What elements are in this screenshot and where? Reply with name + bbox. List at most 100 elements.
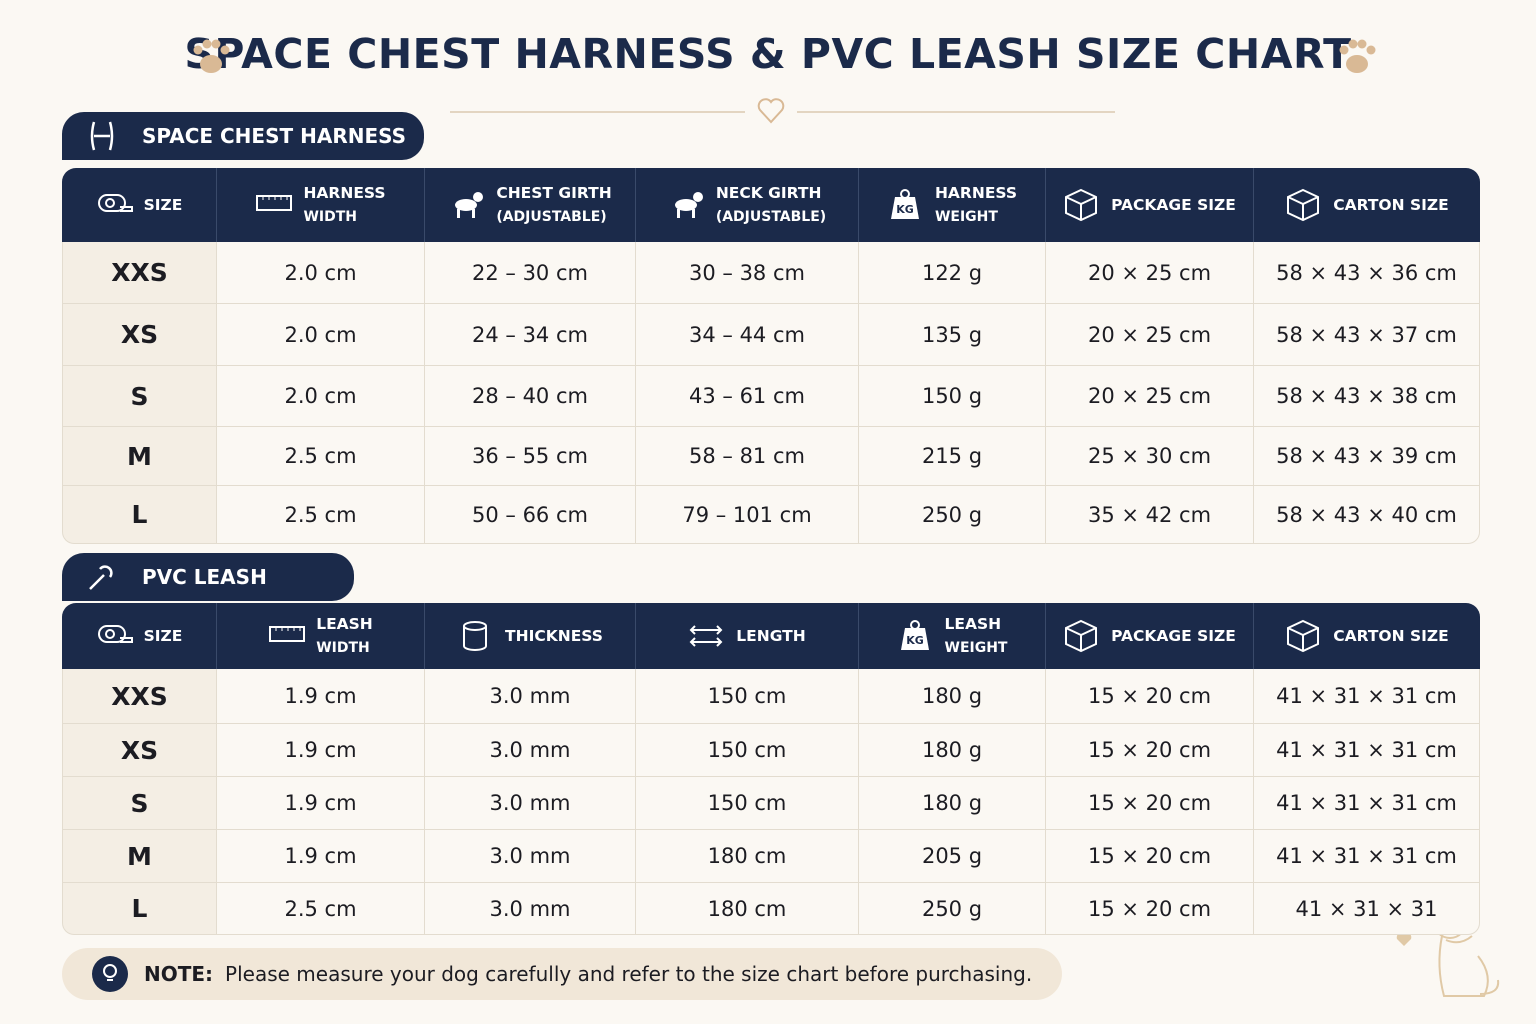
data-cell: 20 × 25 cm [1046, 242, 1254, 304]
data-cell: 58 × 43 × 37 cm [1254, 304, 1480, 366]
data-cell: 1.9 cm [217, 777, 425, 830]
data-cell: 15 × 20 cm [1046, 777, 1254, 830]
column-header: HARNESS WIDTH [217, 168, 425, 242]
icon [1065, 619, 1098, 653]
header-text: SIZE [144, 193, 183, 217]
header-line: SIZE [143, 196, 183, 214]
data-cell: 15 × 20 cm [1046, 669, 1254, 724]
data-cell: 50 – 66 cm [425, 486, 636, 544]
icon [463, 621, 488, 651]
data-cell: 1.9 cm [217, 724, 425, 777]
icon [90, 121, 114, 151]
note-label: NOTE: [144, 962, 214, 986]
header-line: (ADJUSTABLE) [496, 209, 607, 225]
header-line: HARNESS [303, 184, 386, 202]
header-line: LEASH [316, 615, 373, 633]
header-text: HARNESS WEIGHT [935, 181, 1017, 229]
section-tab: SPACE CHEST HARNESS [62, 112, 424, 160]
data-cell: 79 – 101 cm [636, 486, 859, 544]
header-line: PACKAGE SIZE [1111, 196, 1236, 214]
data-cell: 2.0 cm [217, 366, 425, 427]
data-cell: 2.5 cm [217, 427, 425, 486]
size-cell: L [62, 486, 217, 544]
data-cell: 25 × 30 cm [1046, 427, 1254, 486]
column-header: CHEST GIRTH (ADJUSTABLE) [425, 168, 636, 242]
icon [97, 194, 133, 212]
icon [1065, 188, 1098, 222]
data-cell: 250 g [859, 486, 1046, 544]
icon [97, 625, 133, 643]
header-line: (ADJUSTABLE) [715, 209, 827, 225]
data-cell: 30 – 38 cm [636, 242, 859, 304]
column-header: LEASH WIDTH [217, 603, 425, 669]
data-cell: 58 × 43 × 38 cm [1254, 366, 1480, 427]
header-text: CHEST GIRTH (ADJUSTABLE) [496, 181, 611, 229]
svg-text:KG: KG [896, 203, 914, 216]
data-cell: 24 – 34 cm [425, 304, 636, 366]
data-cell: 58 × 43 × 40 cm [1254, 486, 1480, 544]
data-cell: 150 cm [636, 724, 859, 777]
data-cell: 20 × 25 cm [1046, 366, 1254, 427]
data-cell: 58 – 81 cm [636, 427, 859, 486]
header-line: WEIGHT [934, 209, 998, 225]
icon [269, 626, 306, 642]
data-cell: 41 × 31 × 31 [1254, 883, 1480, 935]
header-line: THICKNESS [505, 627, 603, 645]
data-cell: 3.0 mm [425, 724, 636, 777]
column-header: KG HARNESS WEIGHT [859, 168, 1046, 242]
header-line: NECK GIRTH [715, 184, 822, 202]
data-cell: 58 × 43 × 39 cm [1254, 427, 1480, 486]
icon [689, 625, 723, 647]
data-cell: 180 g [859, 724, 1046, 777]
size-cell: XXS [62, 242, 217, 304]
header-text: LEASH WIDTH [316, 612, 373, 660]
column-header: NECK GIRTH (ADJUSTABLE) [636, 168, 859, 242]
column-header: SIZE [62, 168, 217, 242]
section-title: SPACE CHEST HARNESS [142, 124, 407, 148]
data-cell: 58 × 43 × 36 cm [1254, 242, 1480, 304]
data-cell: 34 – 44 cm [636, 304, 859, 366]
data-cell: 2.0 cm [217, 242, 425, 304]
size-cell: XS [62, 304, 217, 366]
data-cell: 41 × 31 × 31 cm [1254, 669, 1480, 724]
header-text: THICKNESS [505, 624, 603, 648]
data-cell: 135 g [859, 304, 1046, 366]
header-line: PACKAGE SIZE [1111, 627, 1236, 645]
header-text: PACKAGE SIZE [1111, 193, 1236, 217]
icon: KG [900, 620, 929, 650]
data-cell: 1.9 cm [217, 669, 425, 724]
column-header: CARTON SIZE [1254, 603, 1480, 669]
icon [674, 192, 703, 218]
data-cell: 150 cm [636, 777, 859, 830]
data-cell: 180 cm [636, 830, 859, 883]
header-text: CARTON SIZE [1333, 624, 1449, 648]
data-cell: 205 g [859, 830, 1046, 883]
section-title: PVC LEASH [142, 565, 267, 589]
data-cell: 2.5 cm [217, 883, 425, 935]
data-cell: 41 × 31 × 31 cm [1254, 830, 1480, 883]
data-cell: 3.0 mm [425, 883, 636, 935]
size-cell: M [62, 830, 217, 883]
column-header: THICKNESS [425, 603, 636, 669]
note-box: NOTE: Please measure your dog carefully … [62, 948, 1062, 1000]
icon [1287, 188, 1320, 222]
data-cell: 3.0 mm [425, 669, 636, 724]
header-line: CARTON SIZE [1333, 196, 1449, 214]
header-line: CARTON SIZE [1333, 627, 1449, 645]
data-cell: 1.9 cm [217, 830, 425, 883]
data-cell: 150 cm [636, 669, 859, 724]
data-cell: 15 × 20 cm [1046, 830, 1254, 883]
size-cell: L [62, 883, 217, 935]
size-cell: S [62, 777, 217, 830]
data-cell: 215 g [859, 427, 1046, 486]
header-text: CARTON SIZE [1333, 193, 1449, 217]
header-text: SIZE [144, 624, 183, 648]
icon [256, 195, 293, 211]
header-line: WIDTH [316, 640, 370, 656]
data-cell: 3.0 mm [425, 777, 636, 830]
column-header: PACKAGE SIZE [1046, 603, 1254, 669]
data-cell: 28 – 40 cm [425, 366, 636, 427]
data-cell: 36 – 55 cm [425, 427, 636, 486]
data-cell: 250 g [859, 883, 1046, 935]
